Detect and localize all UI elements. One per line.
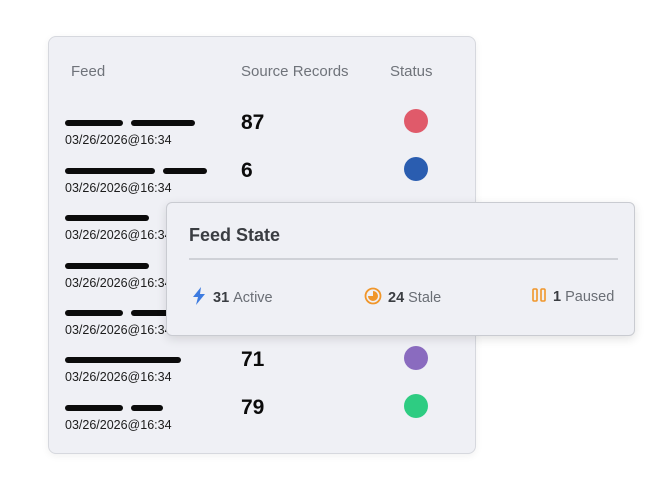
paused-count: 1 bbox=[553, 289, 562, 305]
status-dot bbox=[404, 394, 428, 418]
stale-stat[interactable]: 24 Stale bbox=[364, 287, 441, 309]
source-record-count: 87 bbox=[241, 111, 265, 134]
feed-date: 03/26/2026@16:34 bbox=[65, 276, 172, 290]
stale-label: Stale bbox=[408, 290, 442, 306]
stale-count: 24 bbox=[388, 290, 405, 306]
stale-clock-icon bbox=[364, 287, 388, 309]
status-dot bbox=[404, 109, 428, 133]
status-dot bbox=[404, 157, 428, 181]
feed-date: 03/26/2026@16:34 bbox=[65, 181, 172, 195]
source-record-count: 6 bbox=[241, 159, 253, 182]
table-row[interactable]: 03/26/2026@16:34 bbox=[49, 310, 475, 356]
pause-icon bbox=[531, 287, 553, 307]
paused-label: Paused bbox=[565, 289, 615, 305]
table-row[interactable]: 03/26/2026@16:34 bbox=[49, 215, 475, 261]
bolt-icon bbox=[191, 287, 213, 309]
feed-date: 03/26/2026@16:34 bbox=[65, 228, 172, 242]
active-label: Active bbox=[233, 290, 273, 306]
feed-date: 03/26/2026@16:34 bbox=[65, 370, 172, 384]
table-row[interactable]: 03/26/2026@16:34 6 bbox=[49, 157, 475, 214]
active-count: 31 bbox=[213, 290, 230, 306]
table-row[interactable]: 03/26/2026@16:34 87 bbox=[49, 109, 475, 166]
status-dot bbox=[404, 346, 428, 370]
table-row[interactable]: 03/26/2026@16:34 79 bbox=[49, 394, 475, 451]
source-record-count: 71 bbox=[241, 348, 265, 371]
column-header-source-records[interactable]: Source Records bbox=[241, 63, 349, 80]
feed-date: 03/26/2026@16:34 bbox=[65, 133, 172, 147]
table-row[interactable]: 03/26/2026@16:34 bbox=[49, 263, 475, 309]
feed-state-card: Feed State 31 Active 24 Stale 1 Paused bbox=[166, 202, 635, 336]
source-record-count: 79 bbox=[241, 396, 265, 419]
feed-date: 03/26/2026@16:34 bbox=[65, 418, 172, 432]
active-stat[interactable]: 31 Active bbox=[191, 287, 273, 309]
feed-state-title: Feed State bbox=[189, 225, 281, 245]
column-header-status[interactable]: Status bbox=[390, 63, 433, 80]
divider bbox=[189, 258, 618, 260]
table-row[interactable]: 03/26/2026@16:34 71 bbox=[49, 346, 475, 403]
paused-stat[interactable]: 1 Paused bbox=[531, 287, 614, 307]
column-header-feed[interactable]: Feed bbox=[71, 63, 106, 80]
feed-date: 03/26/2026@16:34 bbox=[65, 323, 172, 337]
